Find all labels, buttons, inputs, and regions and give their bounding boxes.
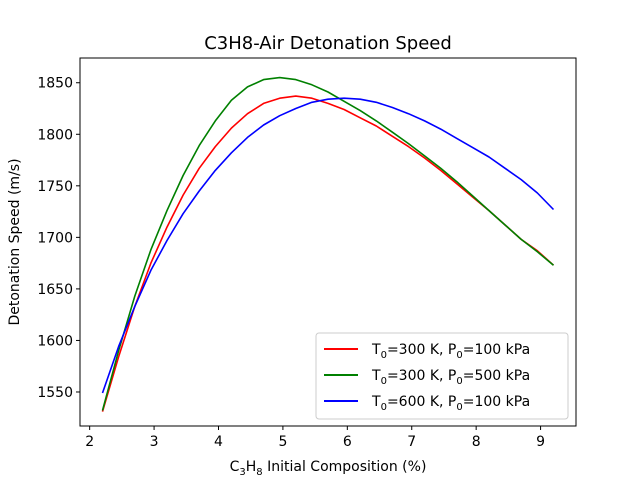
y-tick-label: 1650 (37, 282, 73, 298)
legend-label: T0=600 K, P0=100 kPa (371, 394, 530, 413)
chart-title: C3H8-Air Detonation Speed (204, 33, 452, 54)
x-tick-label: 8 (472, 434, 481, 450)
x-tick-label: 2 (85, 434, 94, 450)
legend-label: T0=300 K, P0=100 kPa (371, 342, 530, 361)
series-line (101, 97, 555, 394)
y-tick-label: 1600 (37, 333, 73, 349)
axis-ticks: 2 3 4 5 6 7 8 9 1550 1600 1650 1700 1750 1800 1850 (37, 76, 545, 450)
x-tick-label: 7 (407, 434, 416, 450)
series-line (101, 76, 555, 411)
legend-entry: T0=300 K, P0=500 kPa (324, 368, 530, 387)
plot-lines (101, 76, 555, 412)
legend: T0=300 K, P0=100 kPa T0=300 K, P0=500 kP… (315, 332, 569, 420)
x-tick-label: 6 (343, 434, 352, 450)
y-tick-label: 1700 (37, 230, 73, 246)
x-tick-label: 5 (278, 434, 287, 450)
y-tick-label: 1800 (37, 127, 73, 143)
x-tick-label: 3 (150, 434, 159, 450)
legend-entry: T0=300 K, P0=100 kPa (324, 342, 530, 361)
x-tick-label: 9 (536, 434, 545, 450)
legend-label: T0=300 K, P0=500 kPa (371, 368, 530, 387)
legend-entry: T0=600 K, P0=100 kPa (324, 394, 530, 413)
x-tick-label: 4 (214, 434, 223, 450)
x-axis-label: C3H8 Initial Composition (%) (230, 459, 427, 478)
y-tick-label: 1850 (37, 76, 73, 92)
y-tick-label: 1550 (37, 385, 73, 401)
legend-box (315, 332, 569, 420)
y-tick-label: 1750 (37, 179, 73, 195)
plot-frame (79, 57, 577, 427)
y-axis-label: Detonation Speed (m/s) (7, 158, 23, 325)
